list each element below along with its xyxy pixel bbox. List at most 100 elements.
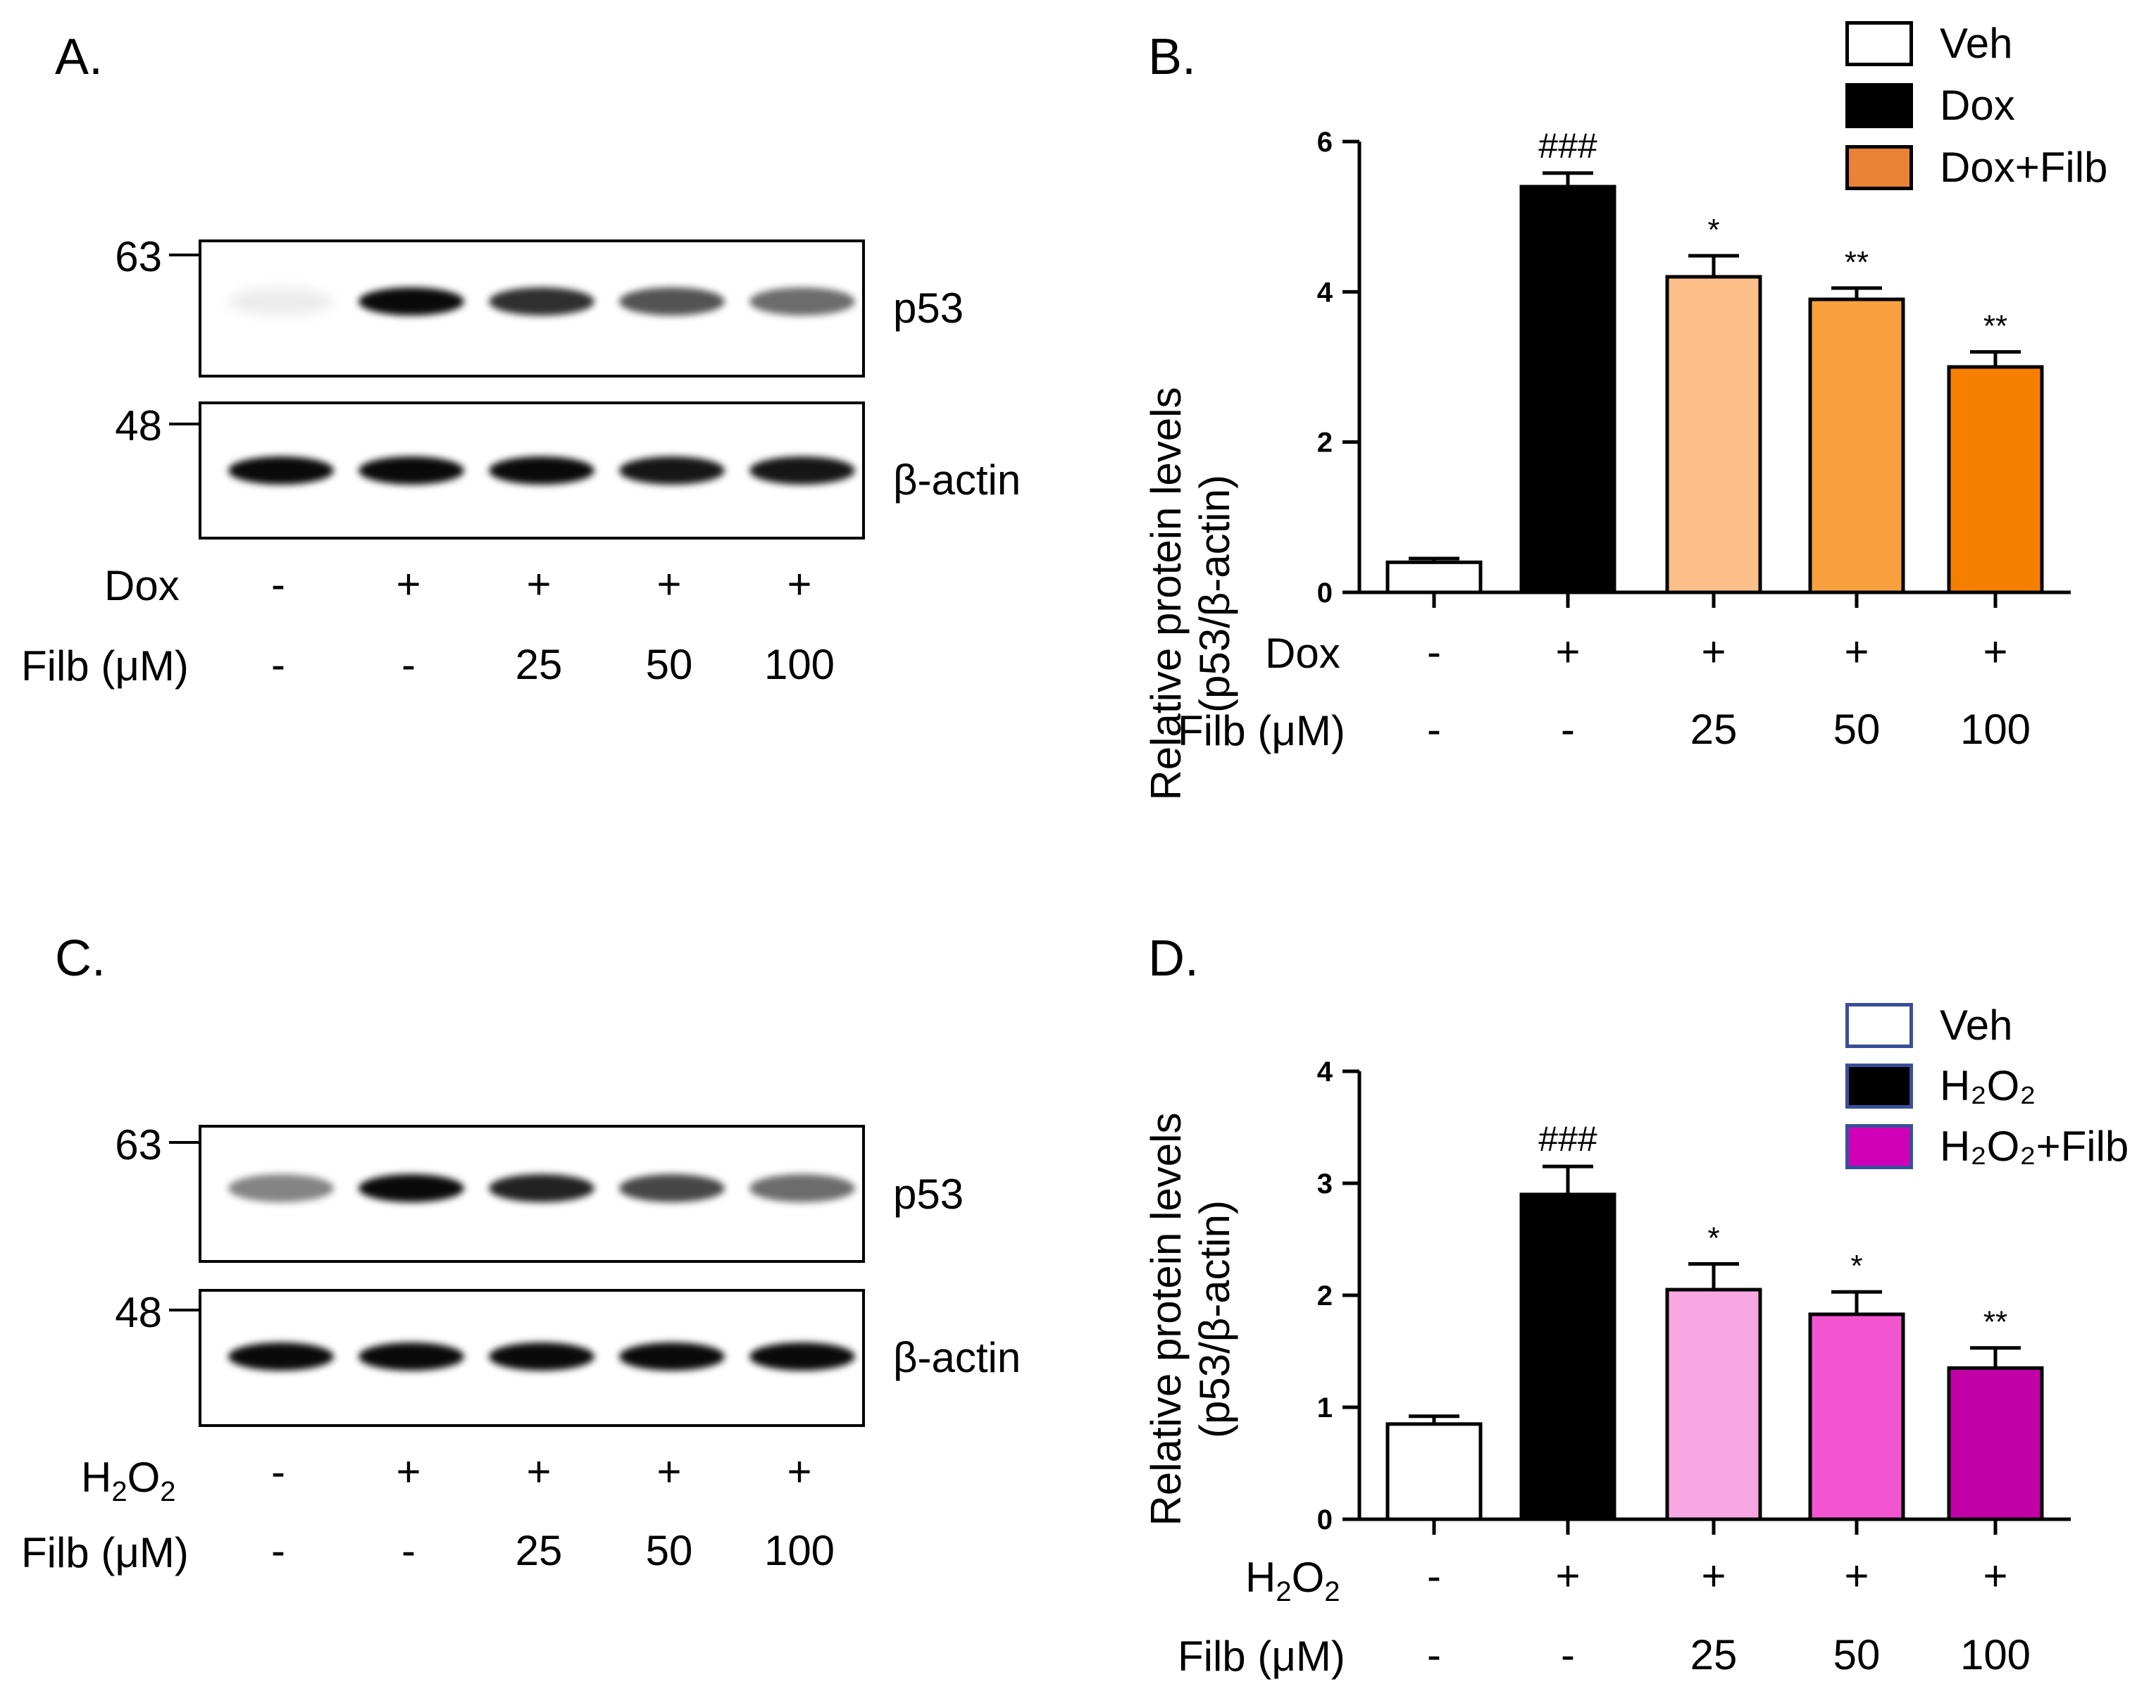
marker-48-c: 48 [115, 1289, 162, 1336]
y-tick-label: 4 [1317, 1056, 1333, 1087]
treatment-sign: - [1427, 628, 1441, 675]
significance-mark: * [1850, 1249, 1862, 1283]
treatment-dose: 25 [515, 1527, 563, 1574]
marker-63-a: 63 [115, 233, 162, 280]
y-tick-label: 0 [1317, 578, 1333, 609]
treatment-dose: - [401, 641, 416, 688]
bar [1947, 1366, 2044, 1521]
significance-mark: ** [1983, 309, 2007, 344]
marker-tick [169, 1309, 199, 1311]
treatment-dose: 25 [1690, 706, 1738, 753]
blot-label-actin-a: β-actin [893, 456, 1021, 504]
bar [1519, 1192, 1616, 1521]
treatment-sign: + [1701, 628, 1726, 675]
marker-48-a: 48 [115, 402, 162, 449]
treatment-sign: + [396, 1448, 421, 1495]
blot-band [489, 1174, 594, 1202]
legend-label: Veh [1940, 20, 2013, 67]
bar [1665, 1288, 1762, 1521]
treatment-sign: + [656, 1448, 682, 1495]
panel-label-d: D. [1148, 930, 1199, 987]
treatment-sign: - [271, 561, 285, 608]
treatment-sign: + [1844, 1552, 1869, 1600]
panel-label-b: B. [1148, 29, 1197, 85]
treatment-dose: 100 [1959, 706, 2031, 753]
blot-band [489, 456, 594, 485]
legend-label: Veh [1940, 1002, 2013, 1049]
panel-label-c: C. [55, 930, 106, 987]
marker-tick [169, 254, 199, 256]
marker-tick [169, 423, 199, 425]
blot-p53-c [199, 1125, 865, 1263]
treatment-dose: 50 [645, 1527, 693, 1574]
blot-band [228, 1174, 334, 1202]
y-tick-label: 4 [1317, 277, 1333, 308]
bar [1808, 1312, 1905, 1521]
y-tick-label: 6 [1317, 127, 1333, 158]
y-tick-label: 0 [1317, 1504, 1333, 1535]
blot-band [619, 1174, 725, 1202]
bar [1519, 185, 1616, 594]
blot-p53-a [199, 239, 865, 378]
treatment-dose: 100 [764, 1527, 835, 1574]
marker-63-c: 63 [115, 1121, 162, 1168]
y-tick-label: 1 [1317, 1392, 1333, 1423]
legend-label: H₂O₂ [1940, 1062, 2036, 1109]
treatment-sign: + [1701, 1552, 1726, 1600]
significance-mark: ### [1538, 126, 1597, 166]
blot-band [228, 456, 334, 485]
legend-label: Dox+Filb [1940, 144, 2108, 191]
blot-band [749, 287, 855, 316]
panel-label-a: A. [55, 29, 104, 85]
legend-label: H₂O₂+Filb [1940, 1123, 2129, 1170]
y-tick-label: 2 [1317, 1280, 1333, 1311]
legend-swatch [1845, 1003, 1913, 1048]
blot-label-actin-c: β-actin [893, 1334, 1021, 1381]
bar [1385, 1422, 1483, 1521]
treatment-dose: 50 [1833, 706, 1881, 753]
legend-swatch [1845, 145, 1913, 190]
blot-label-p53-c: p53 [893, 1171, 964, 1218]
blot-label-p53-a: p53 [893, 285, 964, 332]
treatment-sign: + [656, 561, 682, 608]
significance-mark: ** [1983, 1305, 2007, 1340]
bar [1808, 297, 1905, 594]
blot-band [619, 287, 725, 316]
treatment-sign: - [1427, 1552, 1441, 1600]
blot-band [359, 287, 464, 316]
treatment-dose: - [401, 1527, 416, 1574]
y-tick-label: 2 [1317, 428, 1333, 459]
blot-band [359, 1174, 464, 1202]
treatment-dose: - [1561, 1631, 1575, 1678]
treatment-dose: 25 [1690, 1631, 1738, 1678]
row-label-filb-b: Filb (μM) [1178, 707, 1345, 754]
treatment-sign: + [787, 561, 812, 608]
treatment-sign: + [1983, 1552, 2008, 1600]
treatment-dose: - [271, 1527, 285, 1574]
treatment-dose: - [1427, 1631, 1441, 1678]
treatment-sign: + [526, 1448, 552, 1495]
y-tick-label: 3 [1317, 1168, 1333, 1199]
treatment-dose: 100 [1959, 1631, 2031, 1678]
blot-band [228, 287, 334, 316]
blot-band [749, 1342, 855, 1371]
treatment-dose: - [1561, 706, 1575, 753]
treatment-sign: + [396, 561, 421, 608]
row-label-dox-b: Dox [1265, 630, 1340, 677]
treatment-sign: - [271, 1448, 285, 1495]
treatment-sign: + [526, 561, 552, 608]
treatment-sign: + [787, 1448, 812, 1495]
treatment-sign: + [1844, 628, 1869, 675]
blot-band [359, 1342, 464, 1371]
row-label-dox-a: Dox [104, 562, 180, 609]
legend-swatch [1845, 21, 1913, 66]
blot-band [619, 1342, 725, 1371]
blot-band [619, 456, 725, 485]
legend-swatch [1845, 1064, 1913, 1109]
treatment-dose: 100 [764, 641, 835, 688]
blot-band [489, 1342, 594, 1371]
legend-swatch [1845, 83, 1913, 128]
legend-label: Dox [1940, 82, 2015, 129]
blot-actin-a [199, 401, 865, 540]
